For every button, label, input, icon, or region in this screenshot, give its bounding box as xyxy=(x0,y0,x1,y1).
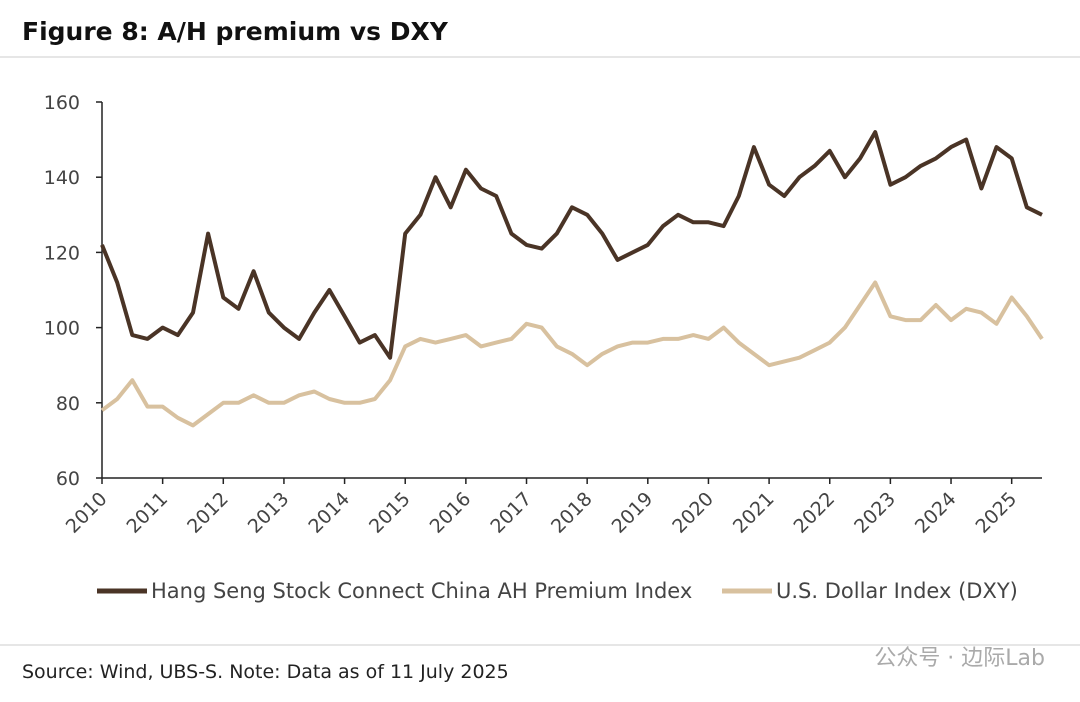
x-tick-label: 2014 xyxy=(304,488,354,538)
x-tick-label: 2021 xyxy=(729,488,779,538)
series-line xyxy=(100,280,1044,428)
y-tick-label: 120 xyxy=(44,242,80,264)
y-tick-label: 100 xyxy=(44,318,80,340)
x-tick-label: 2020 xyxy=(668,488,718,538)
y-tick-label: 140 xyxy=(44,167,80,189)
x-tick-label: 2019 xyxy=(608,488,658,538)
x-tick-label: 2022 xyxy=(790,488,840,538)
x-tick-label: 2017 xyxy=(486,488,536,538)
y-tick-label: 160 xyxy=(44,92,80,114)
x-tick-label: 2025 xyxy=(971,488,1021,538)
x-tick-label: 2018 xyxy=(547,488,597,538)
x-tick-label: 2010 xyxy=(62,488,112,538)
series-line xyxy=(100,130,1043,360)
y-tick-label: 60 xyxy=(56,468,80,490)
legend-label: U.S. Dollar Index (DXY) xyxy=(776,579,1018,603)
x-tick-label: 2023 xyxy=(850,488,900,538)
x-tick-label: 2011 xyxy=(122,488,172,538)
x-tick-label: 2012 xyxy=(183,488,233,538)
x-tick-label: 2024 xyxy=(911,488,961,538)
legend-label: Hang Seng Stock Connect China AH Premium… xyxy=(151,579,692,603)
x-tick-label: 2013 xyxy=(244,488,294,538)
source-note: Source: Wind, UBS-S. Note: Data as of 11… xyxy=(22,661,509,683)
x-tick-label: 2016 xyxy=(426,488,476,538)
y-tick-label: 80 xyxy=(56,393,80,415)
x-tick-label: 2015 xyxy=(365,488,415,538)
watermark: 公众号 · 边际Lab xyxy=(874,646,1045,671)
chart-title: Figure 8: A/H premium vs DXY xyxy=(22,17,449,46)
